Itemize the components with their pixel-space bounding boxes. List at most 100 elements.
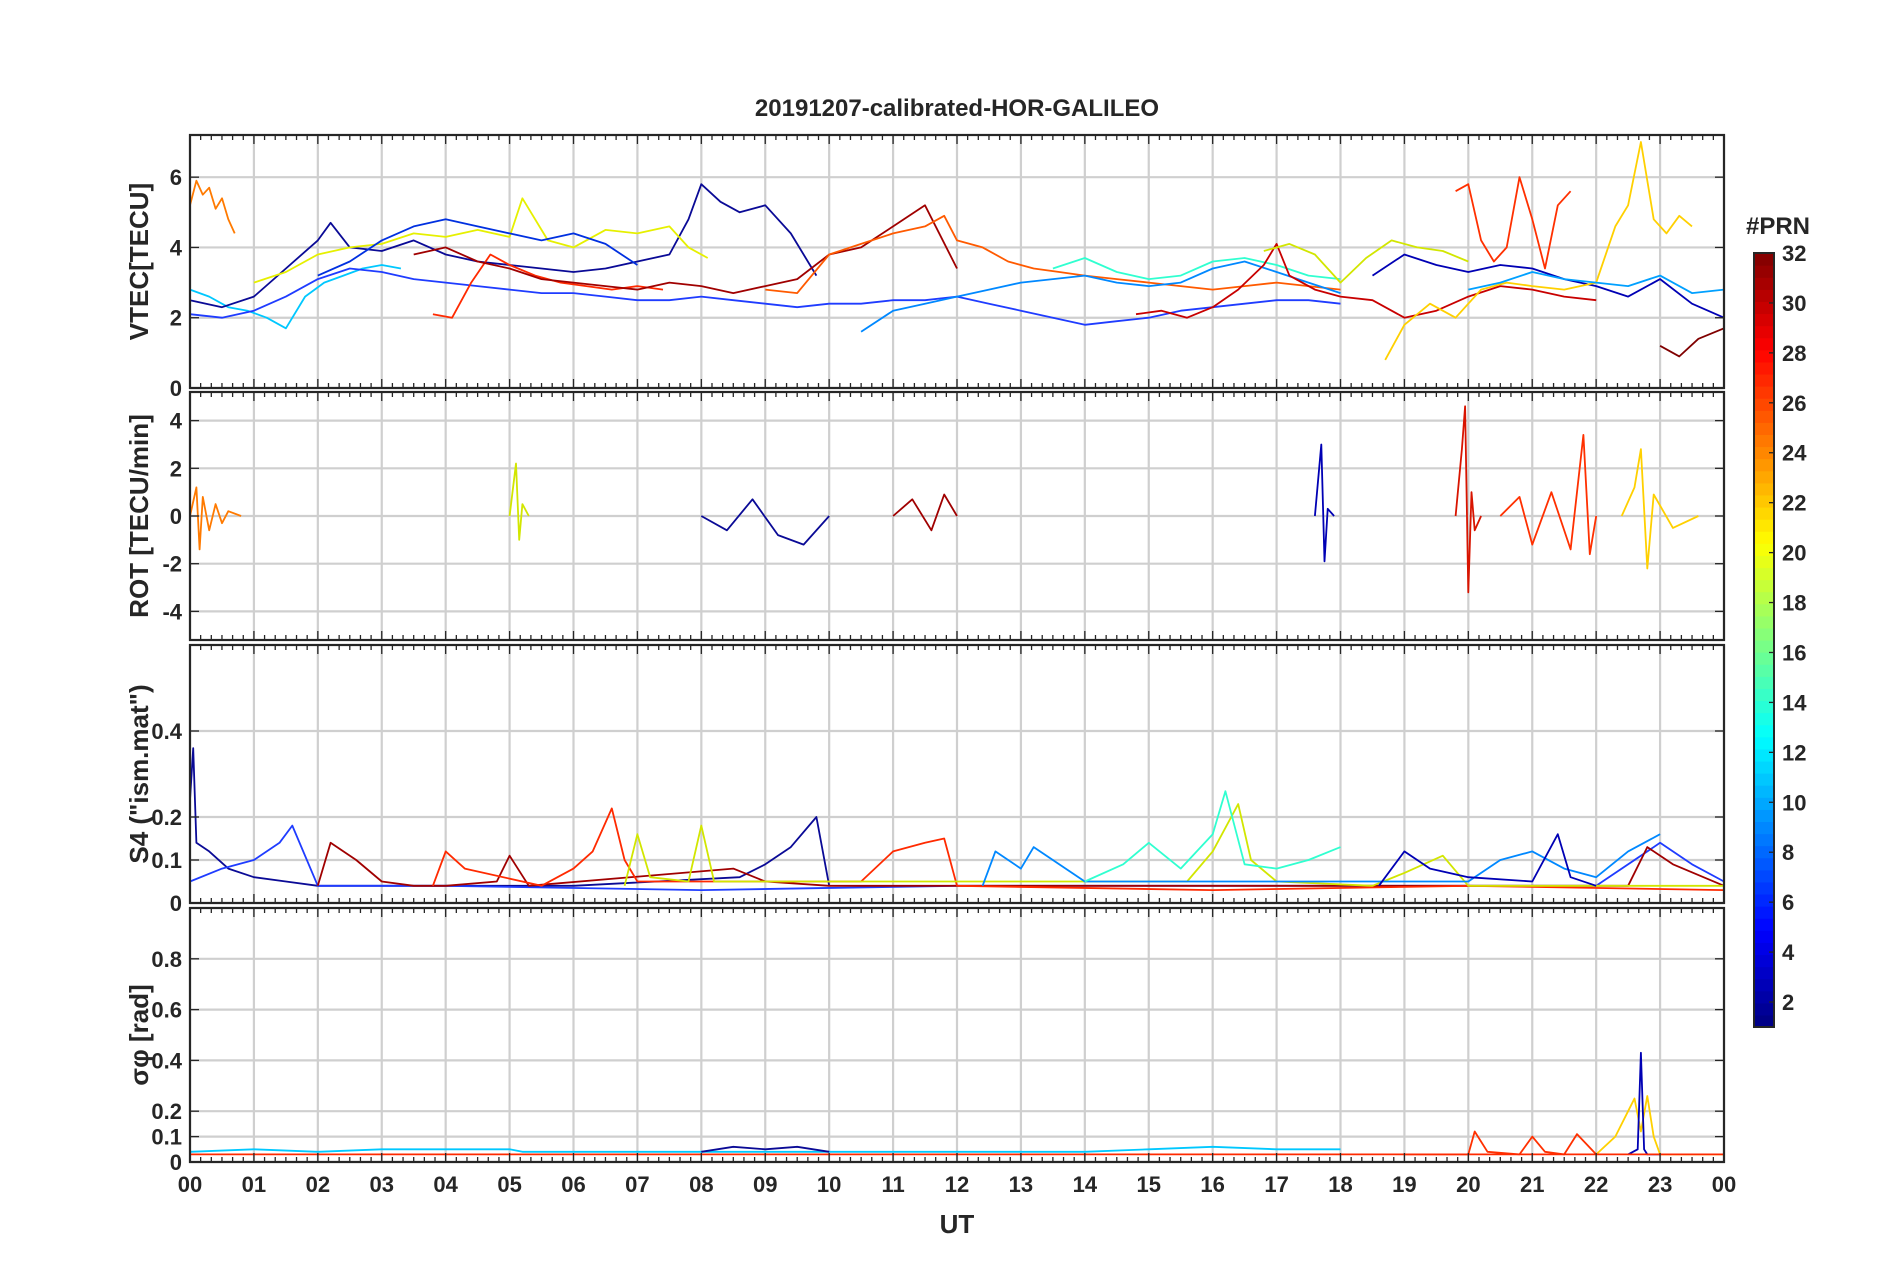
colorbar-tick-label: 2 [1782, 990, 1794, 1015]
series-prn-5 [189, 267, 1341, 326]
colorbar-segment [1754, 773, 1774, 786]
x-tick-label: 11 [881, 1172, 904, 1197]
colorbar-segment [1754, 688, 1774, 702]
series-prn-14 [1052, 257, 1341, 281]
panel-rot-ytick-label: 4 [170, 409, 183, 434]
colorbar-segment [1754, 1014, 1774, 1028]
colorbar-segment [1754, 398, 1774, 411]
panel-s4-ytick-label: 0 [170, 891, 182, 916]
colorbar-segment [1754, 881, 1774, 895]
series-prn-27 [432, 807, 1725, 891]
colorbar-segment [1754, 797, 1774, 810]
colorbar-segment [1754, 1002, 1774, 1016]
panel-rot-ytick-label: -2 [162, 552, 182, 577]
panel-vtec-frame [188, 133, 1726, 390]
colorbar-segment [1754, 857, 1774, 871]
panel-s4: 0 0.1 0.2 0.4S4 ("ism.mat") [124, 643, 1726, 916]
colorbar-segment [1754, 736, 1774, 750]
series-prn-8 [860, 260, 1341, 333]
panel-sigphi-ytick-label: 0.4 [151, 1048, 182, 1073]
colorbar-segment [1754, 446, 1774, 460]
colorbar-tick-label: 6 [1782, 890, 1794, 915]
x-tick-label: 01 [242, 1172, 266, 1197]
series-prn-31 [892, 493, 958, 532]
panel-vtec-ylabel: VTEC[TECU] [124, 183, 154, 340]
chart-title: 20191207-calibrated-HOR-GALILEO [755, 95, 1159, 122]
series-prn-5 [189, 824, 1725, 891]
x-tick-label: 20 [1456, 1172, 1480, 1197]
series-prn-25 [765, 214, 1341, 295]
series-prn-32 [1659, 327, 1725, 358]
colorbar-tick-label: 30 [1782, 291, 1806, 316]
panel-vtec-ytick-label: 2 [170, 306, 182, 331]
x-tick-label: 06 [561, 1172, 585, 1197]
colorbar-segment [1754, 918, 1774, 931]
colorbar-segment [1754, 930, 1774, 943]
series-prn-14 [1084, 790, 1341, 883]
colorbar-segment [1754, 954, 1774, 968]
series-prn-30 [189, 179, 236, 234]
panel-rot-ytick-label: -4 [162, 599, 182, 624]
panel-s4-ytick-label: 0.4 [151, 719, 182, 744]
colorbar-segment [1754, 627, 1774, 641]
colorbar-tick-label: 10 [1782, 790, 1806, 815]
colorbar-segment [1754, 785, 1774, 798]
x-tick-label: 21 [1520, 1172, 1544, 1197]
series-prn-1 [701, 1145, 830, 1153]
series-prn-12 [189, 1145, 1341, 1153]
x-axis-tick-labels: 00 01 02 03 04 05 06 07 08 09 10 11 12 13 14 15 16 17 18 19… [178, 1172, 1736, 1197]
colorbar-tick-label: 24 [1782, 441, 1807, 466]
x-tick-label: 13 [1009, 1172, 1033, 1197]
colorbar-segment [1754, 253, 1774, 266]
series-prn-2 [1314, 443, 1335, 563]
panel-sigphi-ylabel: σφ [rad] [124, 984, 154, 1085]
series-prn-29 [1135, 242, 1597, 319]
colorbar-segment [1754, 833, 1774, 847]
series-prn-21 [1620, 448, 1699, 570]
colorbar-segment [1754, 482, 1774, 496]
colorbar-segment [1754, 821, 1774, 835]
panel-s4-frame [188, 643, 1726, 905]
colorbar-segment [1754, 724, 1774, 738]
colorbar-segment [1754, 567, 1774, 581]
x-tick-label: 15 [1137, 1172, 1161, 1197]
panel-s4-ytick-label: 0.2 [151, 805, 182, 830]
panel-vtec-ytick-label: 6 [170, 165, 182, 190]
panel-vtec: 0 2 4 6 VTEC[TECU] [124, 133, 1726, 401]
series-prn-26 [1404, 1130, 1597, 1156]
colorbar-segment [1754, 470, 1774, 484]
colorbar-segment [1754, 313, 1774, 327]
series-prn-4 [317, 218, 638, 277]
colorbar-segment [1754, 519, 1774, 532]
colorbar-segment [1754, 289, 1774, 302]
x-tick-label: 09 [753, 1172, 777, 1197]
series-prn-30 [189, 486, 242, 551]
series-prn-26 [1455, 176, 1572, 270]
colorbar-segment [1754, 990, 1774, 1004]
x-tick-label: 19 [1392, 1172, 1416, 1197]
colorbar-segment [1754, 700, 1774, 714]
series-prn-31 [413, 204, 958, 295]
series-prn-31 [316, 841, 1725, 887]
colorbar-segment [1754, 410, 1774, 423]
colorbar-tick-label: 14 [1782, 690, 1807, 715]
panel-sigphi-ytick-label: 0.1 [151, 1125, 182, 1150]
panel-sigphi-ytick-label: 0.6 [151, 998, 182, 1023]
x-tick-label: 17 [1264, 1172, 1288, 1197]
colorbar-tick-label: 4 [1782, 940, 1795, 965]
colorbar-segment [1754, 265, 1774, 278]
x-tick-label: 23 [1648, 1172, 1672, 1197]
x-tick-label: 05 [497, 1172, 521, 1197]
x-tick-label: 10 [817, 1172, 841, 1197]
colorbar-segment [1754, 422, 1774, 436]
x-tick-label: 07 [625, 1172, 649, 1197]
x-tick-label: 02 [306, 1172, 330, 1197]
colorbar-segment [1754, 712, 1774, 726]
colorbar-segment [1754, 869, 1774, 883]
series-prn-20 [508, 462, 530, 541]
colorbar-segment [1754, 748, 1774, 762]
series-prn-28 [1454, 405, 1482, 594]
colorbar-segment [1754, 277, 1774, 290]
